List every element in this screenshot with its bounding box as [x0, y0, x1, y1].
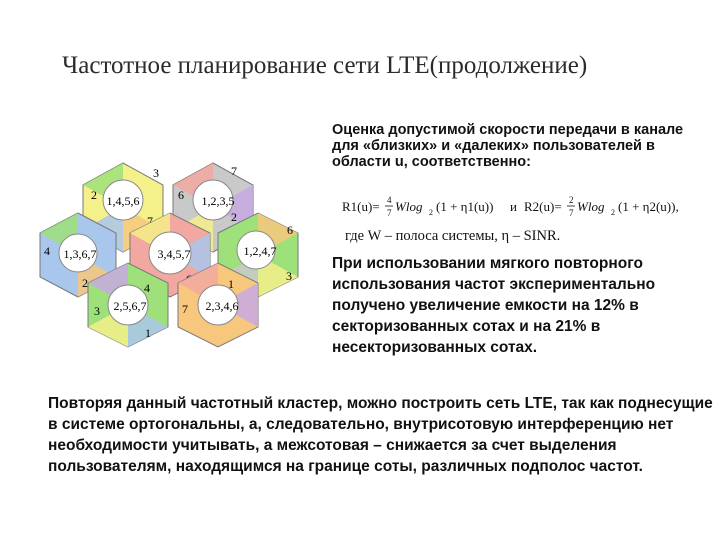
cell-edge-label: 6	[178, 188, 184, 202]
rate-estimate-paragraph: Оценка допустимой скорости передачи в ка…	[332, 122, 684, 170]
cell-edge-label: 4	[44, 244, 50, 258]
cell-center-circle	[148, 231, 192, 275]
cell-center-label: 1,3,6,7	[64, 247, 97, 261]
hex-cell-middle-left: 1,3,6,7 4 2	[39, 212, 117, 298]
where-line: где W – полоса системы, η – SINR.	[345, 228, 561, 244]
cell-center-circle	[58, 233, 98, 273]
cell-edge-label: 3	[153, 166, 159, 180]
formula-log-base-1: 2	[429, 208, 433, 217]
slide-title: Частотное планирование сети LTE(продолже…	[62, 52, 588, 79]
hex-sector-yellow	[258, 255, 298, 297]
cell-edge-label: 7	[182, 302, 188, 316]
cell-edge-label: 2	[82, 276, 88, 290]
cell-edge-label: 7	[231, 164, 237, 178]
rate-estimate-text: Оценка допустимой скорости передачи в ка…	[332, 122, 692, 170]
formula-frac1-numerator: 4	[387, 195, 392, 205]
cell-edge-label: 4	[144, 281, 150, 295]
formula-r1-tail: (1 + η1(u))	[436, 199, 493, 214]
formula-frac1-denominator: 7	[387, 208, 392, 218]
formula-log-base-2: 2	[611, 208, 615, 217]
cell-edge-label: 1	[145, 326, 151, 340]
cell-center-label: 3,4,5,7	[158, 247, 191, 261]
cell-center-label: 1,2,4,7	[244, 244, 277, 258]
soft-reuse-text: При использовании мягкого повторного исп…	[332, 253, 702, 358]
cell-edge-label: 6	[287, 223, 293, 237]
hex-sector-purple	[213, 185, 253, 230]
cell-center-circle	[102, 179, 144, 221]
frequency-cluster-diagram: 1,4,5,6 3 2 7 5 1,2,3,5 7 6 4 2 1,3,6,7 …	[39, 162, 299, 348]
hex-cell-bottom-left: 2,5,6,7 4 3 1	[87, 262, 169, 348]
cell-edge-label: 3	[94, 304, 100, 318]
hex-cell-bottom-right: 2,3,4,6 1 7	[177, 262, 259, 348]
cell-center-circle	[197, 284, 239, 326]
cell-edge-label: 7	[147, 214, 153, 228]
formula-r1-body: Wlog	[395, 199, 423, 214]
cell-center-circle	[192, 179, 234, 221]
cell-edge-label: 3	[286, 269, 292, 283]
cell-center-label: 1,4,5,6	[107, 194, 140, 208]
cell-center-label: 1,2,3,5	[202, 194, 235, 208]
conclusion-text: Повторяя данный частотный кластер, можно…	[48, 393, 713, 477]
formula-conjunction: и	[510, 199, 517, 214]
soft-reuse-paragraph: При использовании мягкого повторного исп…	[332, 255, 656, 356]
formula-r2-body: Wlog	[577, 199, 605, 214]
cell-edge-label: 2	[91, 188, 97, 202]
cell-center-circle	[107, 284, 149, 326]
formula-r2-tail: (1 + η2(u)),	[618, 199, 679, 214]
conclusion-paragraph: Повторяя данный частотный кластер, можно…	[48, 395, 713, 475]
cell-center-circle	[236, 230, 276, 270]
rate-formula: R1(u)= 4 7 Wlog 2 (1 + η1(u)) и R2(u)= 2…	[342, 195, 679, 218]
cell-edge-label: 2	[231, 210, 237, 224]
cell-center-label: 2,5,6,7	[114, 299, 147, 313]
formula-r2-left: R2(u)=	[524, 199, 562, 214]
formula-r1-left: R1(u)=	[342, 199, 380, 214]
cell-edge-label: 1	[228, 277, 234, 291]
formula-frac2-denominator: 7	[569, 208, 574, 218]
formula-frac2-numerator: 2	[569, 195, 574, 205]
cell-center-label: 2,3,4,6	[206, 299, 239, 313]
